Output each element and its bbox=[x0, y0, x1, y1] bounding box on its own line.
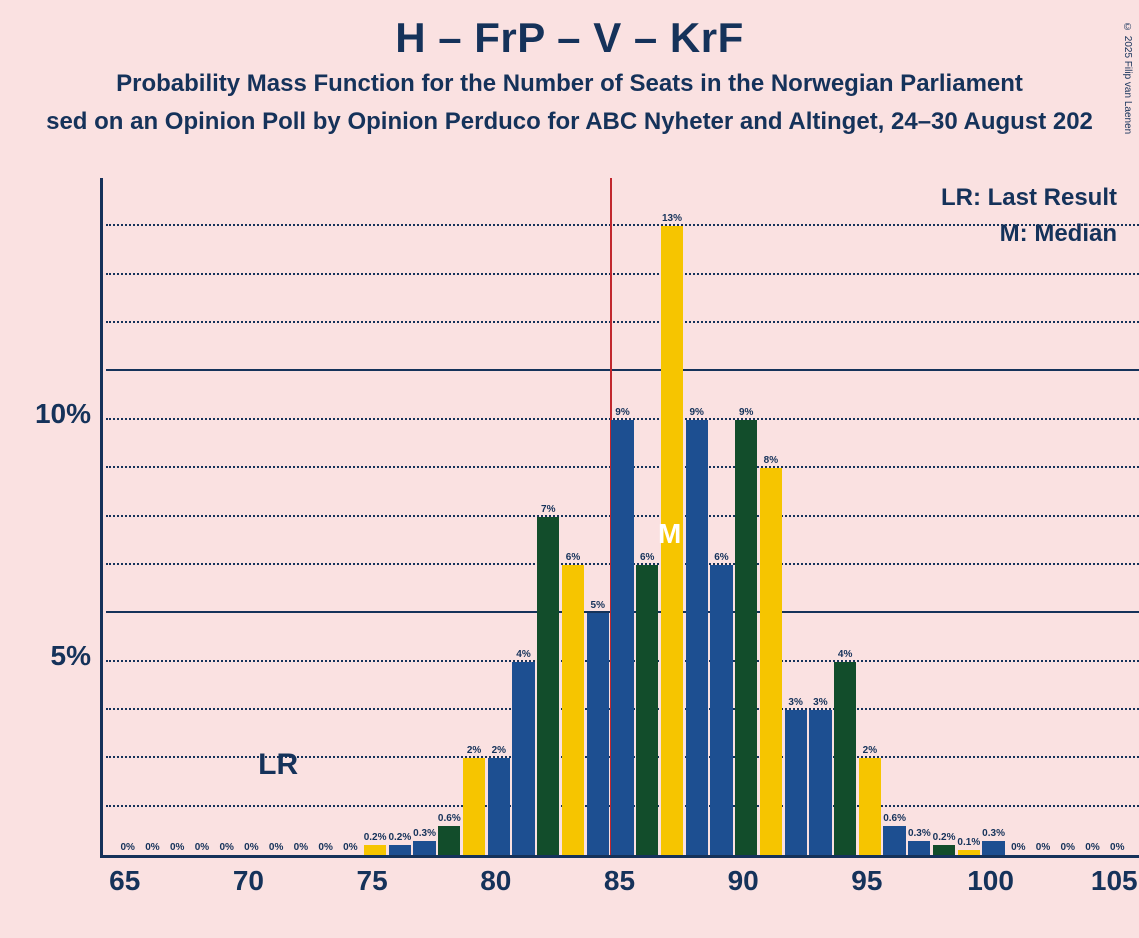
bar: 2% bbox=[488, 758, 510, 855]
bar-value-label: 0% bbox=[1085, 842, 1099, 853]
bar: 7% bbox=[537, 517, 559, 856]
bar: 0.6% bbox=[438, 826, 460, 855]
bar: 0.2% bbox=[389, 845, 411, 855]
bar: 0.3% bbox=[413, 841, 435, 856]
x-axis-label: 85 bbox=[604, 865, 635, 897]
bar-value-label: 9% bbox=[739, 407, 753, 418]
gridline bbox=[106, 321, 1139, 323]
bar-value-label: 0% bbox=[1110, 842, 1124, 853]
bar: 9% bbox=[686, 420, 708, 855]
chart-title: H – FrP – V – KrF bbox=[0, 14, 1139, 62]
x-axis-label: 95 bbox=[851, 865, 882, 897]
y-axis-label: 5% bbox=[51, 640, 91, 672]
bar-value-label: 6% bbox=[640, 552, 654, 563]
bar: 8% bbox=[760, 468, 782, 855]
bar-value-label: 0% bbox=[219, 842, 233, 853]
bar-value-label: 6% bbox=[714, 552, 728, 563]
bar-value-label: 0.3% bbox=[982, 828, 1005, 839]
bar-value-label: 2% bbox=[467, 745, 481, 756]
bar-value-label: 4% bbox=[838, 649, 852, 660]
bar-value-label: 0% bbox=[1011, 842, 1025, 853]
bar-value-label: 0.2% bbox=[388, 832, 411, 843]
bar: 0.3% bbox=[908, 841, 930, 856]
bar-value-label: 0% bbox=[120, 842, 134, 853]
copyright-text: © 2025 Filip van Laenen bbox=[1122, 22, 1133, 134]
bar-value-label: 9% bbox=[615, 407, 629, 418]
gridline bbox=[106, 273, 1139, 275]
gridline bbox=[106, 369, 1139, 371]
bar-value-label: 3% bbox=[788, 697, 802, 708]
gridline bbox=[106, 224, 1139, 226]
bar-value-label: 0.6% bbox=[438, 813, 461, 824]
chart-subtitle: Probability Mass Function for the Number… bbox=[0, 70, 1139, 98]
bar: 3% bbox=[785, 710, 807, 855]
x-axis-label: 105 bbox=[1091, 865, 1138, 897]
bar-value-label: 0% bbox=[1061, 842, 1075, 853]
bar: 9% bbox=[735, 420, 757, 855]
bar-value-label: 0.3% bbox=[413, 828, 436, 839]
bar: 6% bbox=[562, 565, 584, 855]
x-axis-label: 100 bbox=[967, 865, 1014, 897]
bar-value-label: 8% bbox=[764, 455, 778, 466]
bar-value-label: 0% bbox=[294, 842, 308, 853]
bar-value-label: 0% bbox=[318, 842, 332, 853]
bar-value-label: 0.6% bbox=[883, 813, 906, 824]
bar-value-label: 0.2% bbox=[364, 832, 387, 843]
bar: 0.1% bbox=[958, 850, 980, 855]
bar-value-label: 0.2% bbox=[933, 832, 956, 843]
bar: 5% bbox=[587, 613, 609, 855]
bar-value-label: 5% bbox=[591, 600, 605, 611]
x-axis-label: 70 bbox=[233, 865, 264, 897]
median-marker: M bbox=[658, 518, 681, 550]
bar-value-label: 0% bbox=[343, 842, 357, 853]
chart: 0%0%0%0%0%0%0%0%0%0%0.2%0.2%0.3%0.6%2%2%… bbox=[100, 178, 1139, 898]
chart-source-line: sed on an Opinion Poll by Opinion Perduc… bbox=[0, 108, 1139, 136]
bar: 4% bbox=[834, 662, 856, 855]
bar-value-label: 0% bbox=[170, 842, 184, 853]
lr-marker: LR bbox=[258, 748, 298, 782]
bar-value-label: 2% bbox=[863, 745, 877, 756]
bar: 2% bbox=[463, 758, 485, 855]
title-block: H – FrP – V – KrF Probability Mass Funct… bbox=[0, 14, 1139, 136]
bar: 0.2% bbox=[933, 845, 955, 855]
x-axis-label: 90 bbox=[728, 865, 759, 897]
bar-value-label: 0% bbox=[1036, 842, 1050, 853]
bar-value-label: 0.3% bbox=[908, 828, 931, 839]
bar: 6% bbox=[710, 565, 732, 855]
bar-value-label: 0% bbox=[145, 842, 159, 853]
x-axis-label: 65 bbox=[109, 865, 140, 897]
x-axis-label: 75 bbox=[357, 865, 388, 897]
bar-value-label: 9% bbox=[689, 407, 703, 418]
bar-value-label: 13% bbox=[662, 213, 682, 224]
bar: 2% bbox=[859, 758, 881, 855]
plot-area: 0%0%0%0%0%0%0%0%0%0%0.2%0.2%0.3%0.6%2%2%… bbox=[100, 178, 1139, 858]
bar: 3% bbox=[809, 710, 831, 855]
y-axis-label: 10% bbox=[35, 398, 91, 430]
bar-value-label: 0.1% bbox=[957, 837, 980, 848]
bar-value-label: 0% bbox=[244, 842, 258, 853]
bar-value-label: 3% bbox=[813, 697, 827, 708]
bar-value-label: 0% bbox=[269, 842, 283, 853]
bar-value-label: 6% bbox=[566, 552, 580, 563]
bar-value-label: 4% bbox=[516, 649, 530, 660]
bar: 0.3% bbox=[982, 841, 1004, 856]
bar: 4% bbox=[512, 662, 534, 855]
bar-value-label: 0% bbox=[195, 842, 209, 853]
bar-value-label: 2% bbox=[492, 745, 506, 756]
bar: 0.6% bbox=[883, 826, 905, 855]
bar: 6% bbox=[636, 565, 658, 855]
bar: 0.2% bbox=[364, 845, 386, 855]
x-axis-label: 80 bbox=[480, 865, 511, 897]
bar: 9% bbox=[611, 420, 633, 855]
bar-value-label: 7% bbox=[541, 504, 555, 515]
